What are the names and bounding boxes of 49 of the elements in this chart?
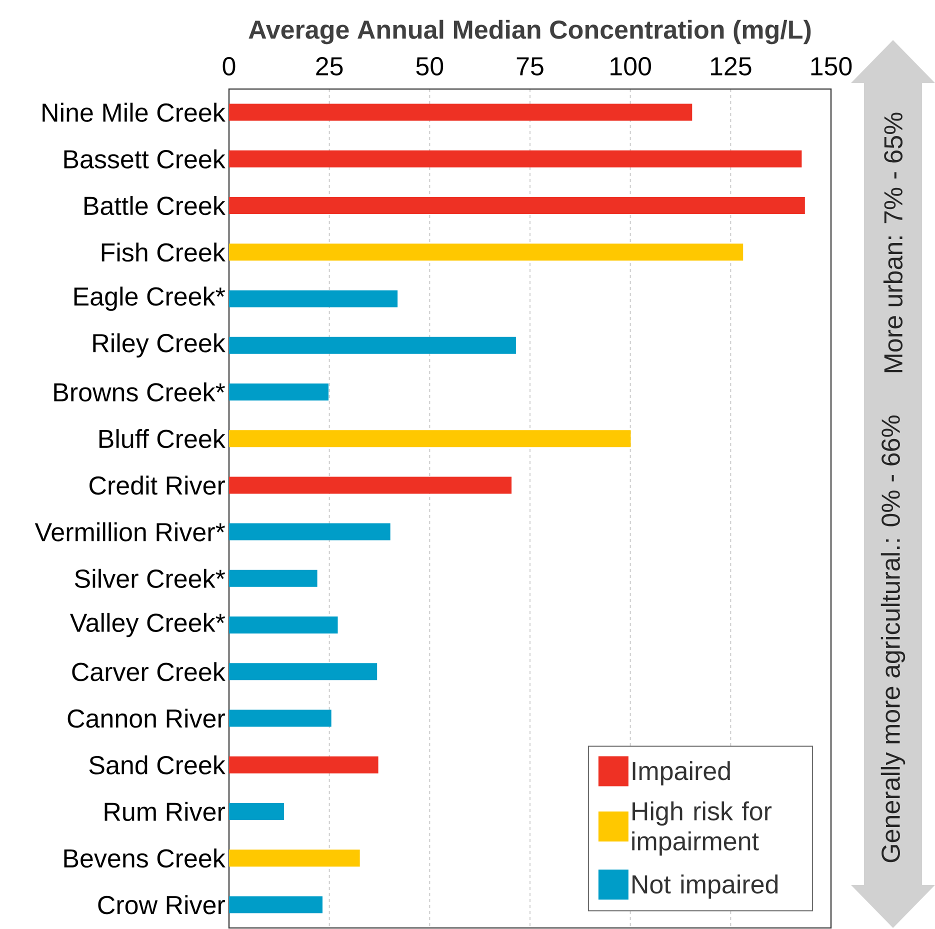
bar (229, 337, 516, 354)
x-tick-label: 75 (516, 58, 544, 76)
y-tick-label: Rum River (104, 802, 225, 822)
y-tick-label: Carver Creek (72, 662, 226, 682)
bar (229, 896, 323, 914)
x-tick-label: 100 (610, 57, 651, 76)
y-tick-label: Eagle Creek* (74, 286, 226, 312)
bar (229, 663, 378, 680)
y-tick-label: Valley Creek* (70, 613, 226, 638)
x-tick-label: 125 (710, 57, 752, 76)
y-tick-label: Browns Creek* (54, 382, 226, 402)
y-tick-label: Vermillion River* (34, 522, 225, 542)
x-axis-title: Average Annual Median Concentration (mg/L) (248, 20, 811, 44)
bar (229, 150, 802, 168)
bar (229, 197, 805, 214)
bar (229, 384, 329, 401)
x-tick-label: 150 (811, 57, 852, 76)
legend-label: High risk for impairment (632, 802, 772, 856)
bar (229, 430, 631, 448)
y-tick-label: Fish Creek (102, 242, 226, 262)
y-tick-label: Riley Creek (93, 333, 226, 358)
text: Generally more agricultural.: 0% - 66% (880, 416, 906, 862)
y-tick-label: Credit River (90, 476, 225, 495)
bar (229, 850, 360, 867)
bar (229, 803, 284, 820)
y-tick-label: Crow River (98, 895, 225, 914)
bar (229, 244, 744, 261)
y-tick-label: Silver Creek* (74, 569, 226, 588)
x-tick-label: 0 (222, 57, 236, 76)
y-tick-label: Cannon River (68, 708, 225, 728)
bar (229, 290, 398, 308)
text: More urban: 7% - 65% (883, 112, 903, 372)
bar (229, 570, 318, 588)
y-tick-label: Bevens Creek (64, 848, 226, 868)
y-tick-label: Bassett Creek (64, 150, 226, 169)
legend-label: Impaired (632, 761, 730, 786)
legend-label: Not impaired (632, 874, 778, 899)
bar (229, 476, 512, 494)
bar (229, 616, 338, 634)
bar (229, 756, 378, 774)
bar (229, 524, 390, 541)
y-tick-label: Nine Mile Creek (42, 102, 226, 122)
x-tick-label: 50 (416, 57, 444, 76)
bar (229, 710, 332, 727)
x-tick-label: 25 (316, 57, 343, 76)
y-tick-label: Bluff Creek (99, 429, 226, 448)
bar (229, 104, 692, 122)
y-tick-label: Battle Creek (84, 196, 226, 216)
y-tick-label: Sand Creek (89, 756, 226, 775)
